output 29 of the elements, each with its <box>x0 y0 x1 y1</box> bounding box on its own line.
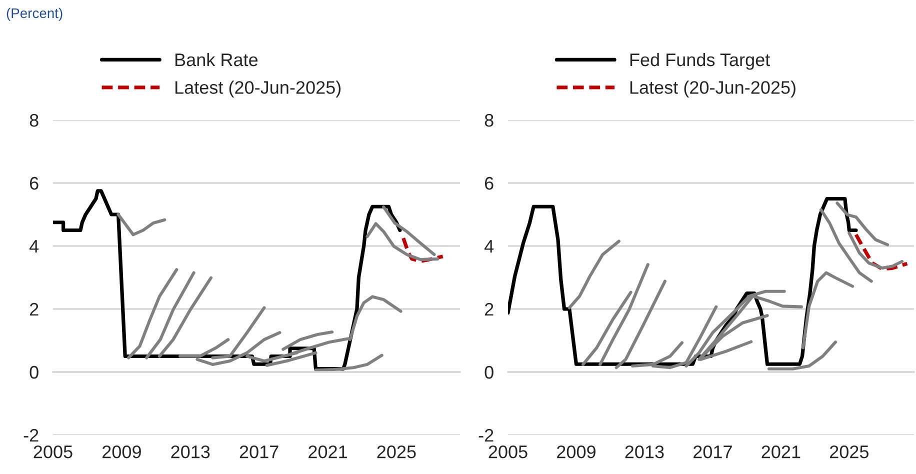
y-tick-label: 0 <box>484 366 494 379</box>
legend-label: Latest (20-Jun-2025) <box>176 80 341 98</box>
x-tick-label: 2017 <box>694 445 732 458</box>
x-tick-label: 2005 <box>34 445 72 458</box>
x-tick-label: 2013 <box>625 445 664 458</box>
y-tick-label: 4 <box>484 240 494 253</box>
x-tick-label: 2021 <box>308 445 347 458</box>
x-tick-label: 2009 <box>102 445 141 458</box>
y-tick-label: 2 <box>30 302 38 316</box>
x-tick-label: 2005 <box>488 445 528 458</box>
x-tick-label: 2021 <box>762 445 800 458</box>
y-tick-label: 8 <box>30 114 38 127</box>
legend-label: Latest (20-Jun-2025) <box>630 80 796 98</box>
y-tick-label: 0 <box>30 366 38 379</box>
x-tick-label: 2025 <box>377 445 416 458</box>
y-tick-label: -2 <box>24 428 38 442</box>
x-tick-label: 2013 <box>171 445 210 458</box>
y-tick-label: 4 <box>29 240 39 253</box>
legend-label: Fed Funds Target <box>630 52 770 70</box>
y-tick-label: 6 <box>484 176 494 190</box>
y-tick-label: 6 <box>30 176 38 190</box>
x-tick-label: 2009 <box>557 445 596 458</box>
y-tick-label: -2 <box>478 428 494 442</box>
x-tick-label: 2017 <box>240 445 278 458</box>
legend-label: Bank Rate <box>176 52 258 66</box>
y-tick-label: 2 <box>484 302 494 316</box>
x-tick-label: 2025 <box>830 445 869 458</box>
y-tick-label: 8 <box>484 114 494 127</box>
text: (Percent) <box>6 8 62 21</box>
